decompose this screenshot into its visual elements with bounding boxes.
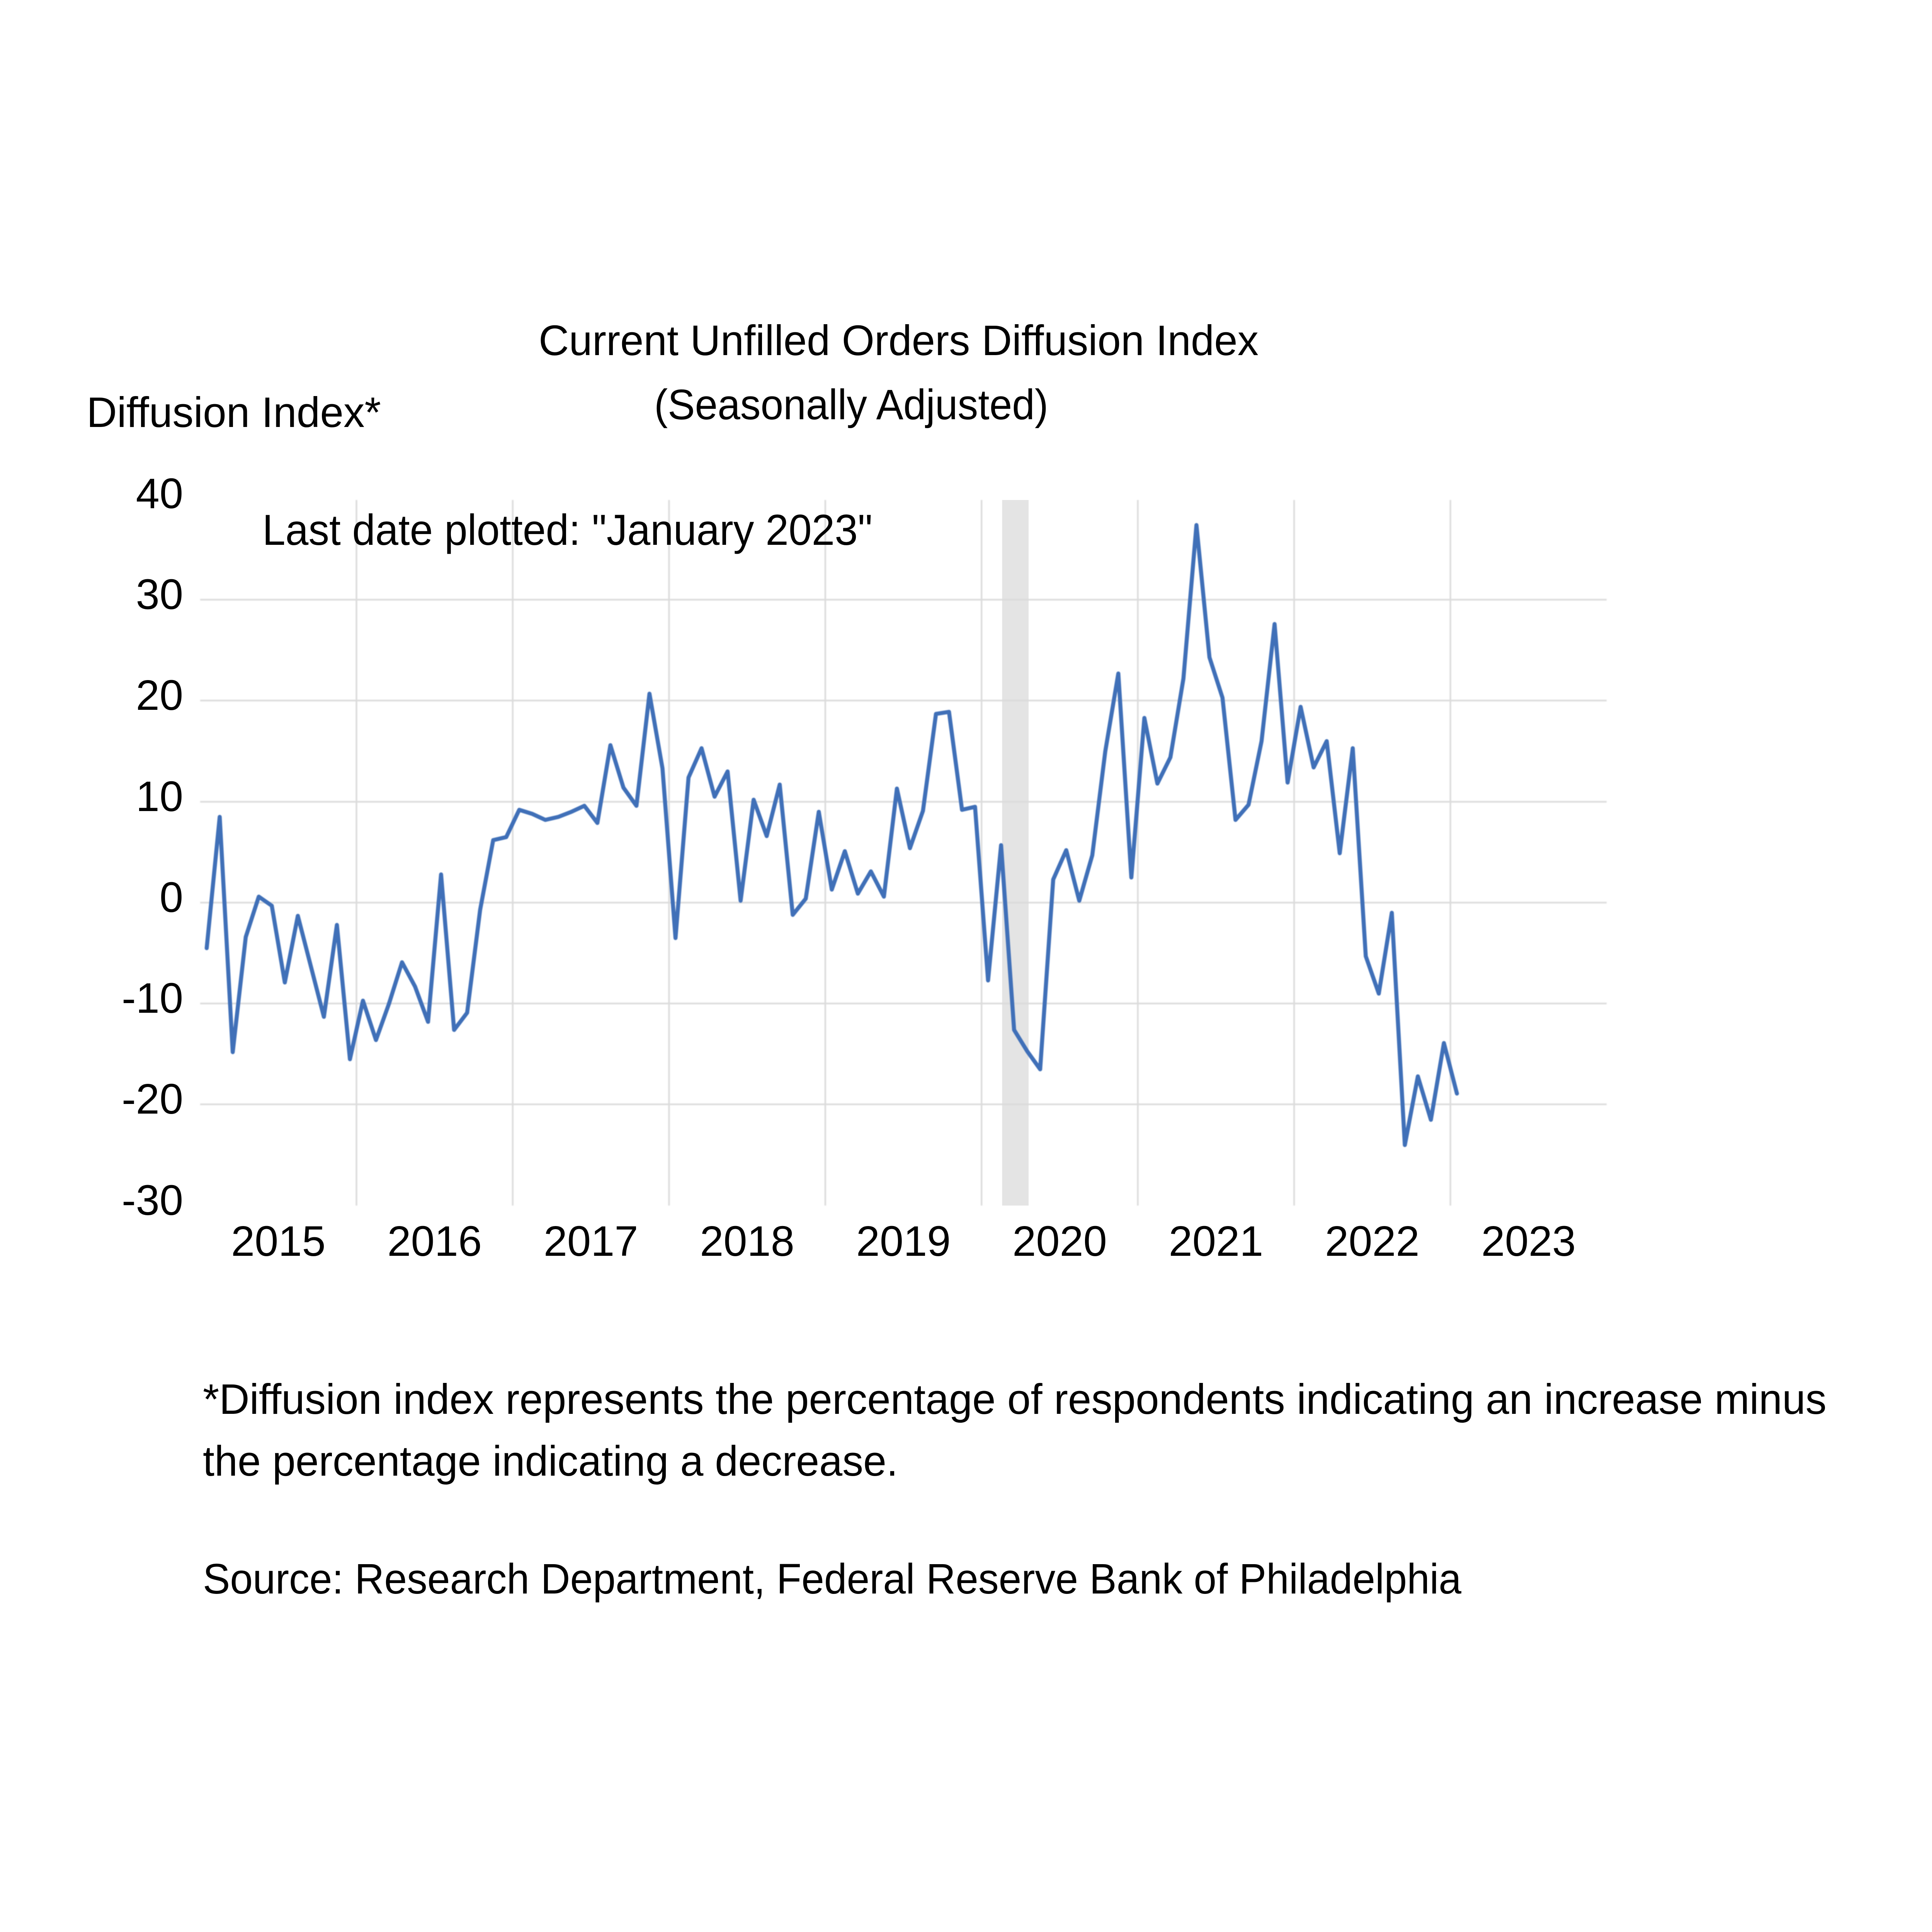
- svg-text:Current Unfilled Orders Diffus: Current Unfilled Orders Diffusion Index: [539, 317, 1259, 364]
- svg-text:Diffusion Index*: Diffusion Index*: [87, 389, 381, 436]
- svg-text:2023: 2023: [1481, 1218, 1576, 1265]
- svg-text:2016: 2016: [387, 1218, 482, 1265]
- svg-text:2022: 2022: [1325, 1218, 1420, 1265]
- svg-text:30: 30: [136, 571, 183, 618]
- svg-text:*Diffusion index represents th: *Diffusion index represents the percenta…: [203, 1376, 1827, 1423]
- svg-text:2019: 2019: [856, 1218, 951, 1265]
- svg-text:20: 20: [136, 672, 183, 719]
- svg-text:2018: 2018: [700, 1218, 794, 1265]
- svg-text:10: 10: [136, 773, 183, 820]
- svg-text:2017: 2017: [544, 1218, 638, 1265]
- svg-text:2021: 2021: [1169, 1218, 1264, 1265]
- svg-text:the percentage indicating a de: the percentage indicating a decrease.: [203, 1437, 898, 1485]
- svg-text:-30: -30: [122, 1177, 183, 1224]
- svg-text:Source: Research Department, F: Source: Research Department, Federal Res…: [203, 1555, 1462, 1603]
- svg-text:40: 40: [136, 470, 183, 517]
- svg-text:-20: -20: [122, 1075, 183, 1123]
- svg-text:-10: -10: [122, 975, 183, 1022]
- svg-text:2015: 2015: [231, 1218, 326, 1265]
- svg-text:2020: 2020: [1012, 1218, 1107, 1265]
- svg-text:0: 0: [160, 874, 183, 921]
- svg-text:(Seasonally Adjusted): (Seasonally Adjusted): [654, 381, 1048, 429]
- svg-text:Last date plotted: "January 20: Last date plotted: "January 2023": [262, 506, 872, 554]
